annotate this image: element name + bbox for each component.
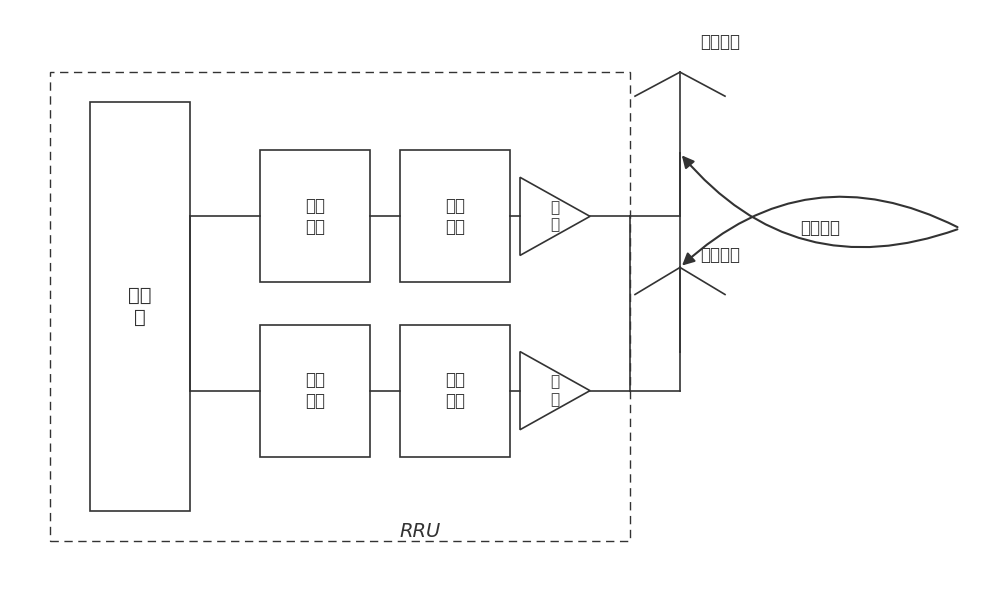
Bar xyxy=(400,150,510,282)
Bar xyxy=(50,72,630,541)
Bar xyxy=(260,325,370,457)
Text: 校准数据: 校准数据 xyxy=(800,219,840,237)
Text: 中频
部分: 中频 部分 xyxy=(305,371,325,410)
Bar xyxy=(400,325,510,457)
Text: 工作天线: 工作天线 xyxy=(700,246,740,264)
FancyArrowPatch shape xyxy=(684,197,958,264)
Text: 功
放: 功 放 xyxy=(550,374,560,407)
Text: RRU: RRU xyxy=(399,522,441,542)
Polygon shape xyxy=(520,352,590,430)
Bar xyxy=(90,102,190,511)
Text: 功
放: 功 放 xyxy=(550,200,560,233)
Text: 处理
器: 处理 器 xyxy=(128,286,152,327)
Text: 射频
部分: 射频 部分 xyxy=(445,197,465,236)
Polygon shape xyxy=(520,177,590,255)
Text: 射频
部分: 射频 部分 xyxy=(445,371,465,410)
Text: 校准天线: 校准天线 xyxy=(700,33,740,51)
Text: 中频
部分: 中频 部分 xyxy=(305,197,325,236)
Bar xyxy=(260,150,370,282)
FancyArrowPatch shape xyxy=(683,157,957,247)
